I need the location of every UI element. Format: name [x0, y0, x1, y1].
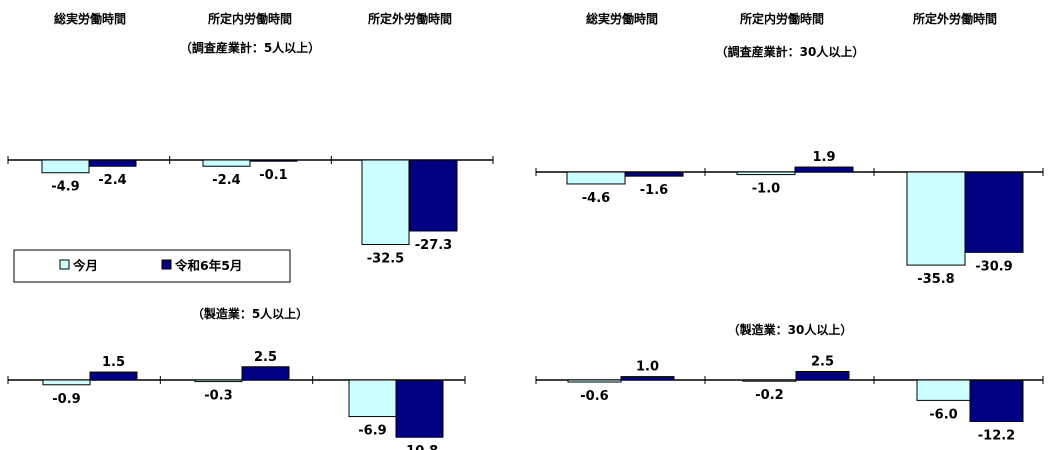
bar-all-5plus-scheduled-current	[202, 159, 251, 167]
bar-mfg-30plus-overtime-previous	[969, 379, 1024, 422]
data-label-mfg-5plus-overtime-current: -6.9	[358, 424, 386, 439]
panel-title-all-industries-30plus: （調査産業計：30人以上）	[716, 44, 865, 59]
data-label-mfg-5plus-overtime-previous: -10.8	[401, 444, 438, 450]
bar-mfg-30plus-total-previous	[620, 376, 675, 381]
legend-swatch-current	[59, 259, 70, 270]
column-header-scheduled-hours-left: 所定内労働時間	[208, 11, 292, 26]
data-label-mfg-30plus-scheduled-current: -0.2	[755, 388, 783, 403]
data-label-mfg-30plus-overtime-current: -6.0	[929, 407, 957, 422]
data-label-mfg-30plus-scheduled-previous: 2.5	[811, 355, 834, 370]
bars-layer: -4.9 -2.4 -32.5 -2.4 -0.1 -27.3 -4.6 -1.0 -35.8 -…	[7, 150, 1044, 450]
data-label-mfg-30plus-overtime-previous: -12.2	[978, 428, 1015, 443]
data-label-all-5plus-scheduled-previous: -0.1	[259, 168, 287, 183]
bar-all-30plus-total-previous	[624, 171, 684, 177]
bar-mfg-5plus-overtime-current	[348, 379, 397, 418]
data-label-all-5plus-scheduled-current: -2.4	[212, 173, 240, 188]
panel-title-all-industries-5plus: （調査産業計：5人以上）	[180, 40, 320, 55]
data-label-all-30plus-overtime-previous: -30.9	[975, 259, 1012, 274]
data-label-all-30plus-overtime-current: -35.8	[917, 272, 954, 287]
data-label-all-30plus-scheduled-previous: 1.9	[812, 150, 835, 165]
bar-mfg-5plus-overtime-previous	[395, 379, 444, 438]
legend-label-current: 今月	[72, 258, 98, 273]
data-label-all-5plus-overtime-current: -32.5	[367, 252, 404, 267]
data-label-all-5plus-total-current: -4.9	[51, 180, 79, 195]
bar-all-30plus-scheduled-previous	[794, 166, 854, 173]
bar-all-30plus-overtime-previous	[964, 171, 1024, 253]
data-label-all-5plus-total-previous: -2.4	[98, 173, 126, 188]
data-label-mfg-5plus-scheduled-previous: 2.5	[254, 350, 277, 365]
column-header-total-hours-right: 総実労働時間	[586, 11, 658, 26]
panel-title-manufacturing-5plus: （製造業：5人以上）	[192, 306, 308, 321]
bar-all-5plus-overtime-previous	[409, 159, 458, 232]
data-label-mfg-5plus-scheduled-current: -0.3	[204, 389, 232, 404]
bar-all-30plus-scheduled-current	[736, 171, 796, 176]
column-header-scheduled-hours-right: 所定内労働時間	[740, 11, 824, 26]
bar-mfg-30plus-overtime-current	[916, 379, 971, 401]
bar-mfg-30plus-scheduled-current	[742, 379, 797, 382]
legend-swatch-previous	[161, 259, 172, 270]
bar-mfg-5plus-total-current	[42, 379, 91, 386]
column-header-overtime-hours-right: 所定外労働時間	[913, 11, 997, 26]
bar-all-5plus-scheduled-previous	[249, 159, 298, 162]
data-label-all-30plus-total-previous: -1.6	[640, 183, 668, 198]
data-label-mfg-5plus-total-current: -0.9	[52, 392, 80, 407]
bar-all-5plus-total-current	[41, 159, 90, 174]
legend-label-previous: 令和6年5月	[174, 258, 242, 273]
bar-all-30plus-total-current	[566, 171, 626, 185]
column-header-total-hours-left: 総実労働時間	[54, 11, 126, 26]
column-header-overtime-hours-left: 所定外労働時間	[368, 11, 452, 26]
legend: 今月 令和6年5月	[13, 249, 291, 283]
data-label-mfg-30plus-total-previous: 1.0	[636, 360, 659, 375]
data-label-all-5plus-overtime-previous: -27.3	[415, 238, 452, 253]
data-label-mfg-30plus-total-current: -0.6	[580, 389, 608, 404]
data-label-mfg-5plus-total-previous: 1.5	[102, 355, 125, 370]
bar-all-30plus-overtime-current	[906, 171, 966, 266]
data-label-all-30plus-scheduled-current: -1.0	[752, 182, 780, 197]
bar-mfg-5plus-scheduled-previous	[241, 366, 290, 381]
bar-mfg-5plus-scheduled-current	[194, 379, 243, 383]
bar-mfg-30plus-total-current	[567, 379, 622, 383]
data-label-all-30plus-total-current: -4.6	[582, 191, 610, 206]
legend-frame	[13, 249, 291, 283]
bar-mfg-5plus-total-previous	[89, 371, 138, 381]
panel-title-manufacturing-30plus: （製造業：30人以上）	[728, 322, 853, 337]
bar-all-5plus-overtime-current	[361, 159, 410, 245]
bar-all-5plus-total-previous	[88, 159, 137, 167]
bar-mfg-30plus-scheduled-previous	[795, 371, 850, 381]
